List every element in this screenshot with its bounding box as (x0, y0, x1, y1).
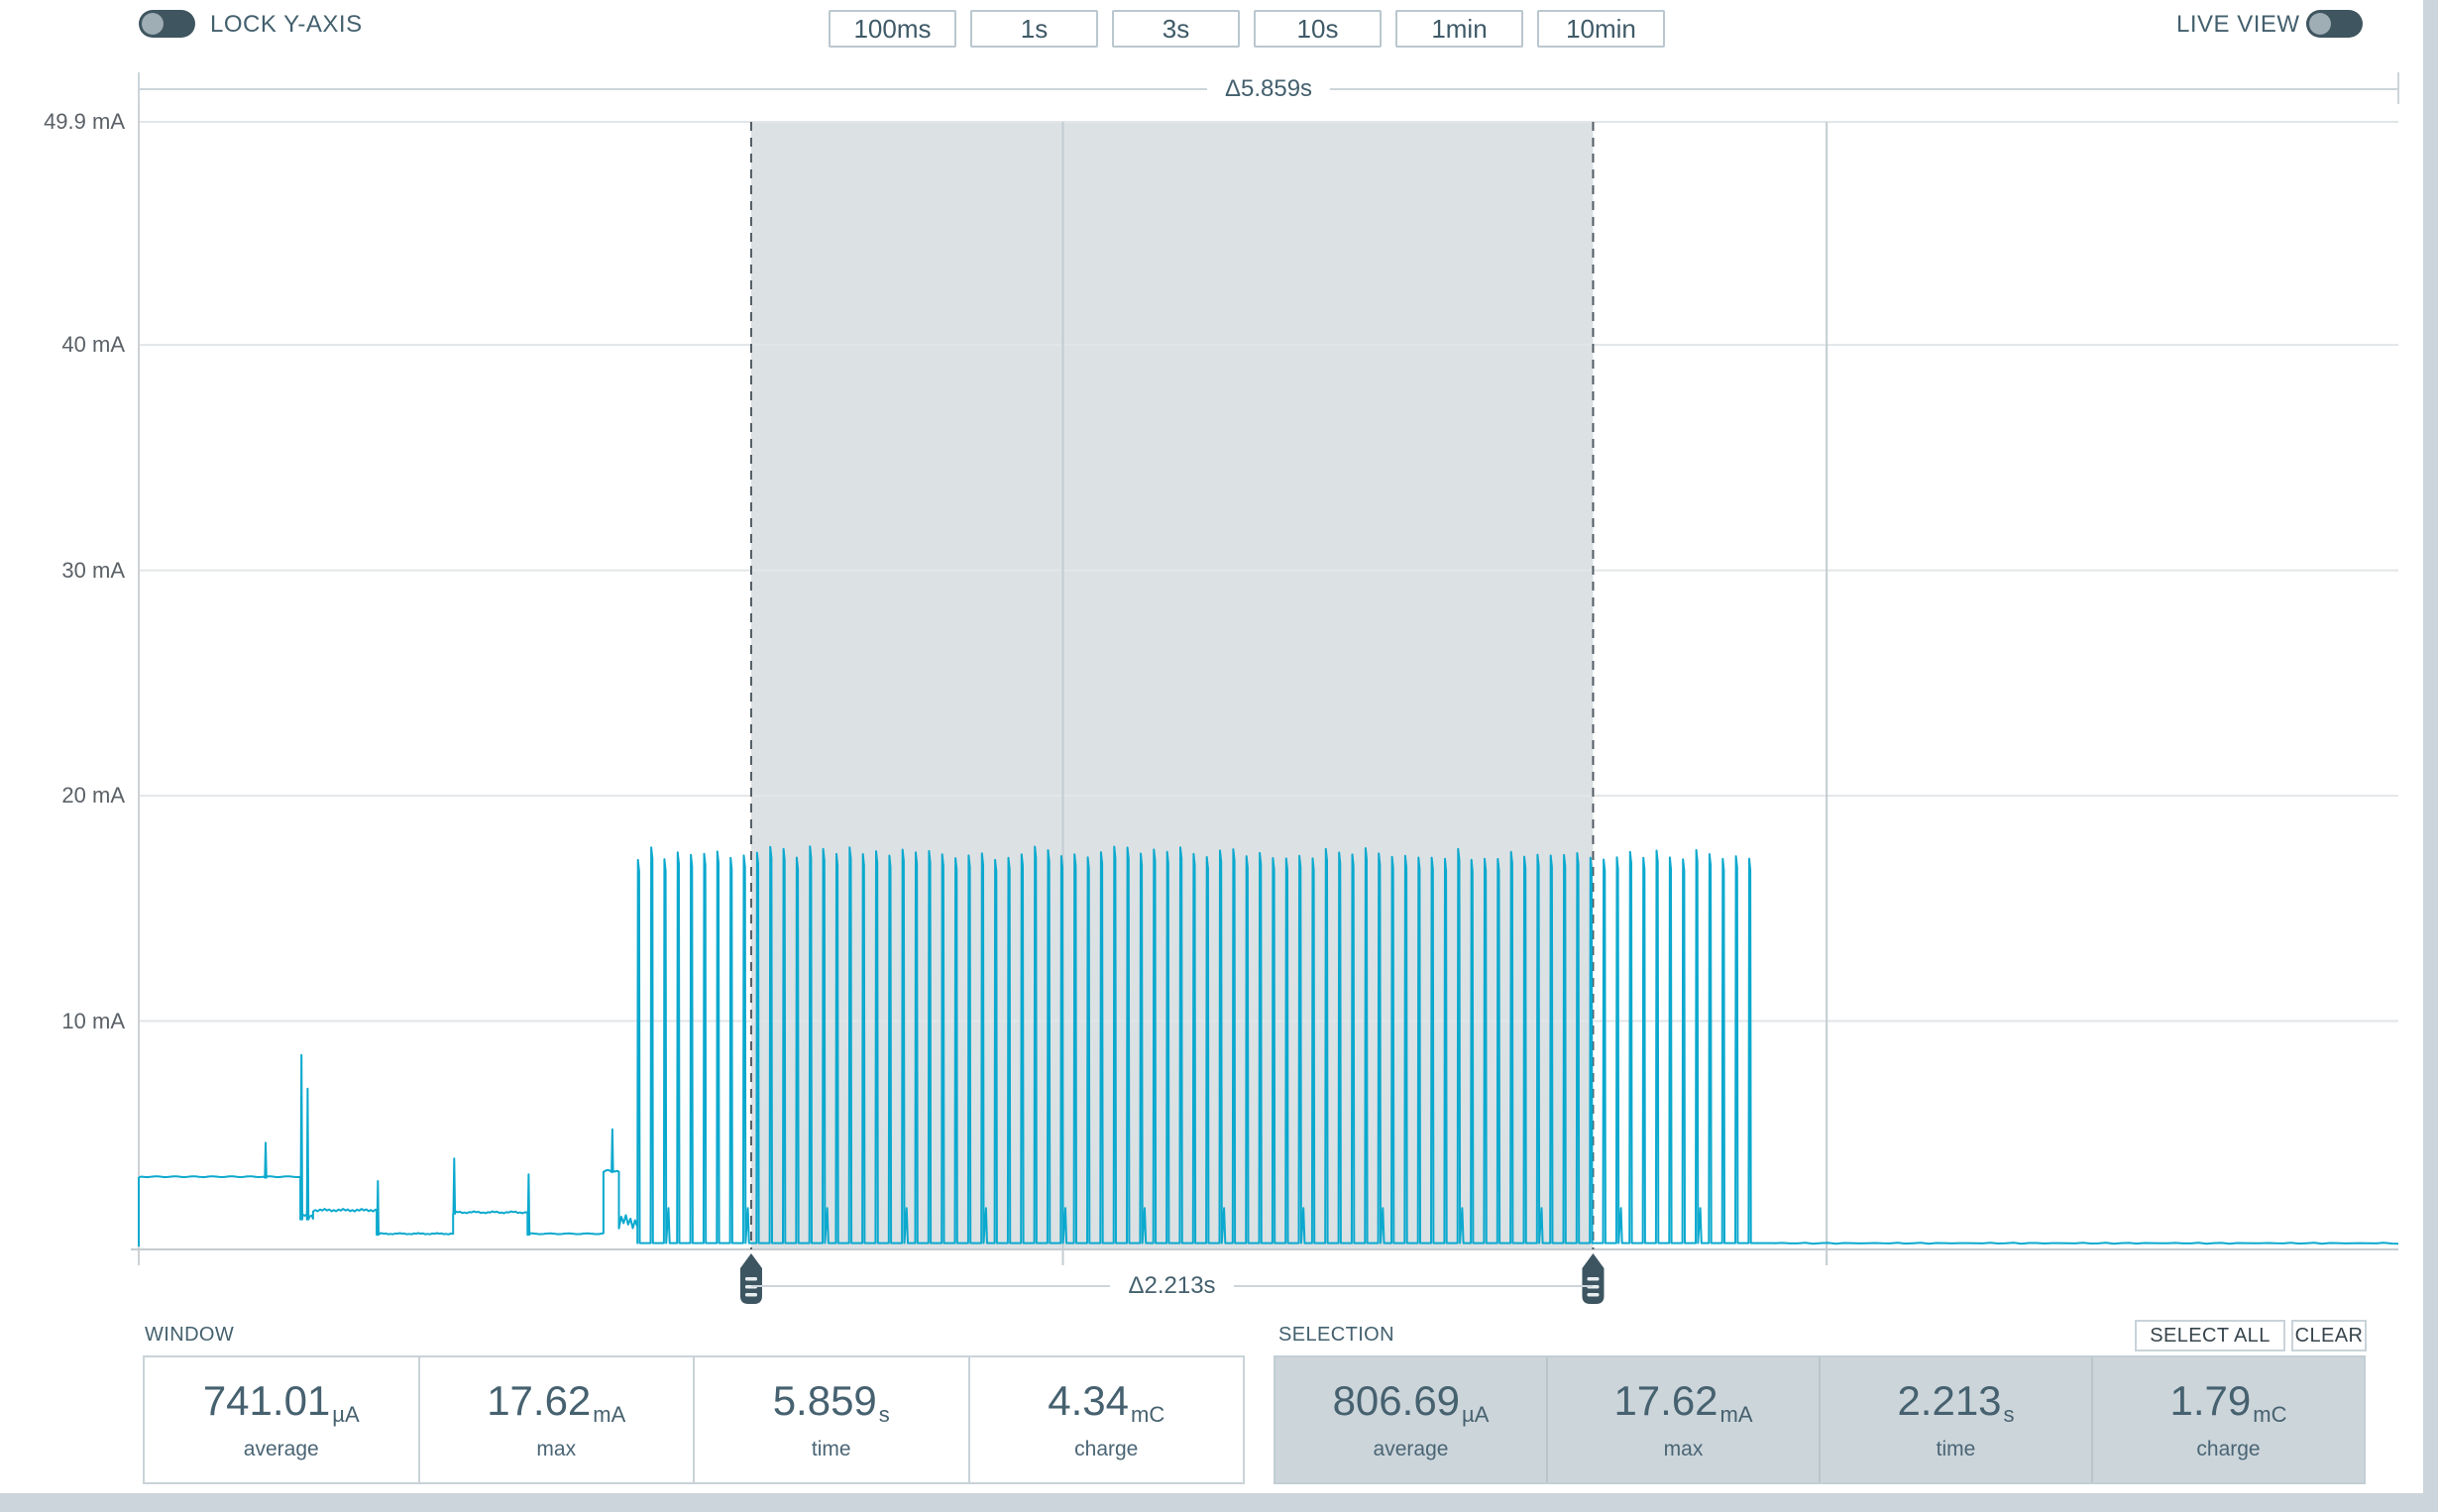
selection-section-label: SELECTION (1278, 1324, 1394, 1346)
range-button-10min[interactable]: 10min (1537, 10, 1665, 48)
scrollbar-track-right[interactable] (2423, 0, 2438, 1512)
bracket-line (1330, 88, 2398, 90)
toggle-knob-icon (142, 13, 164, 35)
y-axis-tick-label: 40 mA (61, 332, 125, 358)
stat-unit: µA (332, 1401, 360, 1427)
stat-value: 4.34mC (1048, 1376, 1165, 1427)
bracket-line (751, 1285, 1111, 1287)
stat-value: 741.01µA (202, 1376, 360, 1427)
stat-unit: µA (1462, 1401, 1490, 1427)
stat-cell-window-max: 17.62mA max (417, 1357, 694, 1482)
handle-grip-line (1587, 1293, 1600, 1297)
selection-delta-label: Δ2.213s (1128, 1272, 1216, 1299)
window-section-label: WINDOW (145, 1324, 235, 1346)
stat-caption: average (243, 1437, 319, 1460)
stat-cell-selection-charge: 1.79mC charge (2091, 1357, 2364, 1482)
bracket-line (1233, 1285, 1593, 1287)
y-axis-tick-label: 30 mA (61, 557, 125, 583)
y-axis-tick-label: 10 mA (61, 1008, 125, 1033)
stat-cell-selection-max: 17.62mA max (1546, 1357, 1819, 1482)
stat-cell-selection-time: 2.213s time (1819, 1357, 2091, 1482)
stat-cell-window-charge: 4.34mC charge (967, 1357, 1244, 1482)
scrollbar-track-bottom[interactable] (0, 1493, 2438, 1512)
window-bracket-right-tick (2397, 72, 2399, 104)
stat-unit: mC (1131, 1401, 1165, 1427)
stat-unit: mA (593, 1401, 626, 1427)
range-button-1s[interactable]: 1s (970, 10, 1098, 48)
selection-handle-right[interactable] (1582, 1253, 1605, 1304)
live-view-label: LIVE VIEW (2176, 11, 2300, 38)
selection-handle-left[interactable] (739, 1253, 762, 1304)
lock-y-axis-toggle[interactable] (139, 10, 195, 38)
stat-caption: charge (2196, 1437, 2261, 1460)
stat-caption: average (1373, 1437, 1449, 1460)
stat-unit: s (878, 1401, 890, 1427)
stat-cell-selection-average: 806.69µA average (1275, 1357, 1546, 1482)
live-view-toggle[interactable] (2306, 10, 2363, 38)
handle-grip-line (1587, 1277, 1600, 1281)
stat-value: 5.859s (772, 1376, 890, 1427)
window-delta-bracket: Δ5.859s (139, 75, 2398, 102)
stat-caption: charge (1074, 1437, 1139, 1460)
lock-y-axis-label: LOCK Y-AXIS (210, 11, 363, 38)
stat-value: 806.69µA (1332, 1376, 1490, 1427)
stat-cell-window-time: 5.859s time (693, 1357, 968, 1482)
stat-unit: s (2003, 1401, 2015, 1427)
range-button-10s[interactable]: 10s (1254, 10, 1382, 48)
window-stats-panel: 741.01µA average 17.62mA max 5.859s time… (143, 1355, 1245, 1484)
stat-unit: mA (1719, 1401, 1753, 1427)
range-button-3s[interactable]: 3s (1112, 10, 1240, 48)
clear-button[interactable]: CLEAR (2291, 1320, 2367, 1351)
waveform-path (138, 845, 2399, 1246)
bracket-line (139, 88, 1207, 90)
stat-value: 2.213s (1897, 1376, 2015, 1427)
handle-grip-line (744, 1293, 757, 1297)
stat-caption: time (811, 1437, 851, 1460)
time-range-button-group: 100ms 1s 3s 10s 1min 10min (829, 10, 1665, 48)
window-delta-label: Δ5.859s (1224, 75, 1313, 102)
stat-unit: mC (2253, 1401, 2287, 1427)
select-all-button[interactable]: SELECT ALL (2135, 1320, 2285, 1351)
range-button-1min[interactable]: 1min (1395, 10, 1523, 48)
stat-value: 17.62mA (487, 1376, 626, 1427)
range-button-100ms[interactable]: 100ms (829, 10, 956, 48)
stat-caption: max (536, 1437, 577, 1460)
stat-value: 17.62mA (1613, 1376, 1753, 1427)
toggle-knob-icon (2309, 13, 2331, 35)
stat-cell-window-average: 741.01µA average (145, 1357, 418, 1482)
stat-value: 1.79mC (2169, 1376, 2287, 1427)
stat-caption: time (1936, 1437, 1976, 1460)
stat-caption: max (1663, 1437, 1704, 1460)
y-axis-tick-label: 49.9 mA (44, 109, 125, 134)
selection-stats-panel: 806.69µA average 17.62mA max 2.213s time… (1274, 1355, 2366, 1484)
handle-grip-line (744, 1277, 757, 1281)
y-axis-tick-label: 20 mA (61, 783, 125, 809)
selection-delta-bracket: Δ2.213s (751, 1272, 1593, 1299)
